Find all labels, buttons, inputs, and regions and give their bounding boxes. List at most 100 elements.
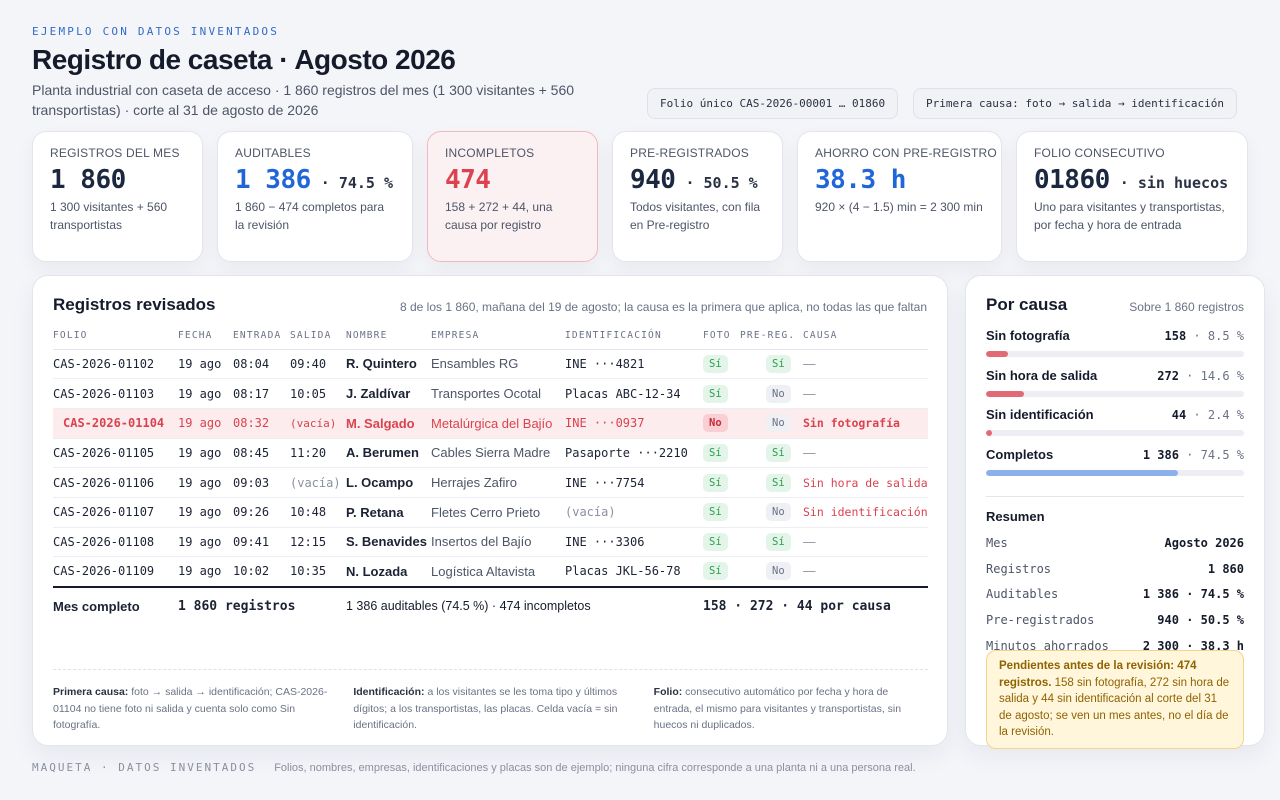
- col-prereg[interactable]: PRE-REG.: [740, 322, 803, 350]
- col-identificacion[interactable]: IDENTIFICACIÓN: [565, 322, 703, 350]
- kpi-value: 474: [445, 165, 491, 195]
- cell-prereg: Sí: [740, 438, 803, 469]
- cell-causa: Sin fotografía: [803, 408, 928, 439]
- col-nombre[interactable]: NOMBRE: [346, 322, 431, 350]
- cell-fecha: 19 ago: [178, 438, 233, 469]
- col-folio[interactable]: FOLIO: [53, 322, 178, 350]
- cell-foto-badge: Sí: [703, 443, 728, 462]
- cause-name: Completos: [986, 446, 1054, 462]
- cause-count: 158: [1164, 329, 1187, 343]
- cell-foto-badge: Sí: [703, 562, 728, 581]
- kpi-auditables: AUDITABLES 1 386 · 74.5 % 1 860 − 474 com…: [217, 131, 413, 262]
- cell-causa: —: [803, 378, 928, 409]
- total-registros: 1 860 registros: [178, 585, 346, 625]
- table-row[interactable]: CAS-2026-01109 19 ago 10:02 10:35 N. Lozada L…: [53, 556, 928, 587]
- cell-entrada: 08:04: [233, 349, 290, 380]
- cause-bar-fill: [986, 430, 993, 436]
- kpi-desc: Todos visitantes, con fila en Pre-regist…: [630, 200, 761, 232]
- cause-bar-fill: [986, 351, 1008, 357]
- cause-count: 1 386: [1142, 447, 1179, 462]
- cell-prereg: No: [740, 497, 803, 528]
- kpi-desc: 1 300 visitantes + 560 transportistas: [50, 200, 168, 232]
- table-row[interactable]: CAS-2026-01107 19 ago 09:26 10:48 P. Retana F…: [53, 497, 928, 528]
- cell-fecha: 19 ago: [178, 556, 233, 587]
- summary-value: 2 300 · 38.3 h: [1142, 638, 1244, 653]
- col-fecha[interactable]: FECHA: [178, 322, 233, 350]
- note-identificacion: Identificación: a los visitantes se les …: [353, 686, 618, 731]
- cell-foto: No: [703, 408, 740, 439]
- summary-label: Minutos ahorrados: [986, 638, 1109, 653]
- cause-count: 44: [1171, 408, 1187, 422]
- kpi-value: 1 860: [50, 165, 126, 195]
- summary-label: Registros: [986, 561, 1052, 576]
- cell-prereg-badge: Sí: [766, 532, 791, 551]
- col-entrada[interactable]: ENTRADA: [233, 322, 290, 350]
- cell-nombre: J. Zaldívar: [346, 378, 431, 409]
- cell-foto: Sí: [703, 527, 740, 558]
- first-cause-chip: Primera causa: foto → salida → identific…: [913, 88, 1238, 119]
- cause-pct: 74.5 %: [1200, 447, 1244, 462]
- cell-entrada: 08:32: [233, 408, 290, 439]
- kpi-value: 940: [630, 165, 676, 195]
- summary-label: Auditables: [986, 587, 1059, 602]
- cell-prereg-badge: No: [766, 384, 791, 403]
- note-folio: Folio: consecutivo automático por fecha …: [653, 686, 902, 731]
- cause-count: 272: [1157, 368, 1179, 383]
- table-note: 8 de los 1 860, mañana del 19 de agosto;…: [399, 300, 927, 314]
- cell-fecha: 19 ago: [178, 378, 233, 409]
- eyebrow-label: EJEMPLO CON DATOS INVENTADOS: [32, 25, 280, 38]
- page-subtitle: Planta industrial con caseta de acceso ·…: [32, 82, 575, 118]
- cell-folio: CAS-2026-01104: [53, 408, 178, 439]
- kpi-desc: Uno para visitantes y transportistas, po…: [1034, 200, 1225, 232]
- col-foto[interactable]: FOTO: [703, 322, 740, 350]
- registros-table: FOLIO FECHA ENTRADA SALIDA NOMBRE EMPRES…: [53, 322, 928, 625]
- summary-label: Mes: [986, 535, 1008, 550]
- cell-folio: CAS-2026-01109: [53, 556, 178, 587]
- summary-value: Agosto 2026: [1164, 535, 1244, 550]
- cell-empresa: Herrajes Zafiro: [431, 467, 565, 498]
- table-body: CAS-2026-01102 19 ago 08:04 09:40 R. Quinter…: [53, 349, 928, 587]
- cell-foto-badge: Sí: [703, 473, 728, 492]
- summary-row: Pre-registrados 940 · 50.5 %: [986, 607, 1244, 633]
- cell-prereg-badge: No: [766, 562, 791, 581]
- cell-identificacion: INE ···3306: [565, 527, 703, 558]
- cell-nombre: R. Quintero: [346, 349, 431, 380]
- table-row[interactable]: CAS-2026-01105 19 ago 08:45 11:20 A. Berumen…: [53, 438, 928, 469]
- page-title: Registro de caseta · Agosto 2026: [32, 44, 456, 75]
- causes-title: Por causa: [986, 295, 1068, 314]
- cell-salida: 11:20: [290, 438, 346, 469]
- col-salida[interactable]: SALIDA: [290, 322, 346, 350]
- cell-entrada: 09:26: [233, 497, 290, 528]
- cell-prereg: No: [740, 378, 803, 409]
- table-row[interactable]: CAS-2026-01106 19 ago 09:03 (vacía) L. Ocamp…: [53, 467, 928, 498]
- cell-foto-badge: Sí: [703, 384, 728, 403]
- cause-item: Sin identificación 44 · 2.4 %: [986, 406, 1244, 436]
- summary-section: Resumen Mes Agosto 2026 Registros 1 860 Audi…: [986, 496, 1244, 658]
- table-row[interactable]: CAS-2026-01108 19 ago 09:41 12:15 S. Benavid…: [53, 527, 928, 558]
- cell-prereg: No: [740, 556, 803, 587]
- cause-pct: 8.5 %: [1207, 329, 1244, 343]
- table-row[interactable]: CAS-2026-01103 19 ago 08:17 10:05 J. Zaldíva…: [53, 378, 928, 409]
- cell-foto: Sí: [703, 438, 740, 469]
- table-header-row: FOLIO FECHA ENTRADA SALIDA NOMBRE EMPRES…: [53, 322, 928, 350]
- kpi-value: 1 386: [235, 165, 311, 195]
- table-row[interactable]: CAS-2026-01102 19 ago 08:04 09:40 R. Quinter…: [53, 349, 928, 380]
- cell-salida: (vacía): [290, 408, 346, 439]
- col-empresa[interactable]: EMPRESA: [431, 322, 565, 350]
- total-label: Mes completo: [53, 585, 178, 625]
- table-row[interactable]: CAS-2026-01104 19 ago 08:32 (vacía) M. Salga…: [53, 408, 928, 439]
- summary-row: Auditables 1 386 · 74.5 %: [986, 581, 1244, 607]
- cell-prereg-badge: Sí: [766, 354, 791, 373]
- cell-empresa: Logística Altavista: [431, 556, 565, 587]
- kpi-folio: FOLIO CONSECUTIVO 01860 · sin huecos Uno …: [1016, 131, 1248, 262]
- cause-bar: [986, 351, 1244, 357]
- col-causa[interactable]: CAUSA: [803, 322, 928, 350]
- cell-prereg: No: [740, 408, 803, 439]
- cell-entrada: 08:45: [233, 438, 290, 469]
- cell-salida: 10:48: [290, 497, 346, 528]
- cell-nombre: S. Benavides: [346, 527, 431, 558]
- kpi-preregistrados: PRE-REGISTRADOS 940 · 50.5 % Todos visita…: [612, 131, 783, 262]
- total-causas: 158 · 272 · 44 por causa: [703, 585, 928, 625]
- cause-bar: [986, 390, 1244, 397]
- cell-identificacion: INE ···4821: [565, 349, 703, 380]
